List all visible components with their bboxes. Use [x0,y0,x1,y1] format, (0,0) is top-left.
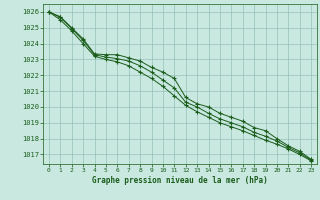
X-axis label: Graphe pression niveau de la mer (hPa): Graphe pression niveau de la mer (hPa) [92,176,268,185]
